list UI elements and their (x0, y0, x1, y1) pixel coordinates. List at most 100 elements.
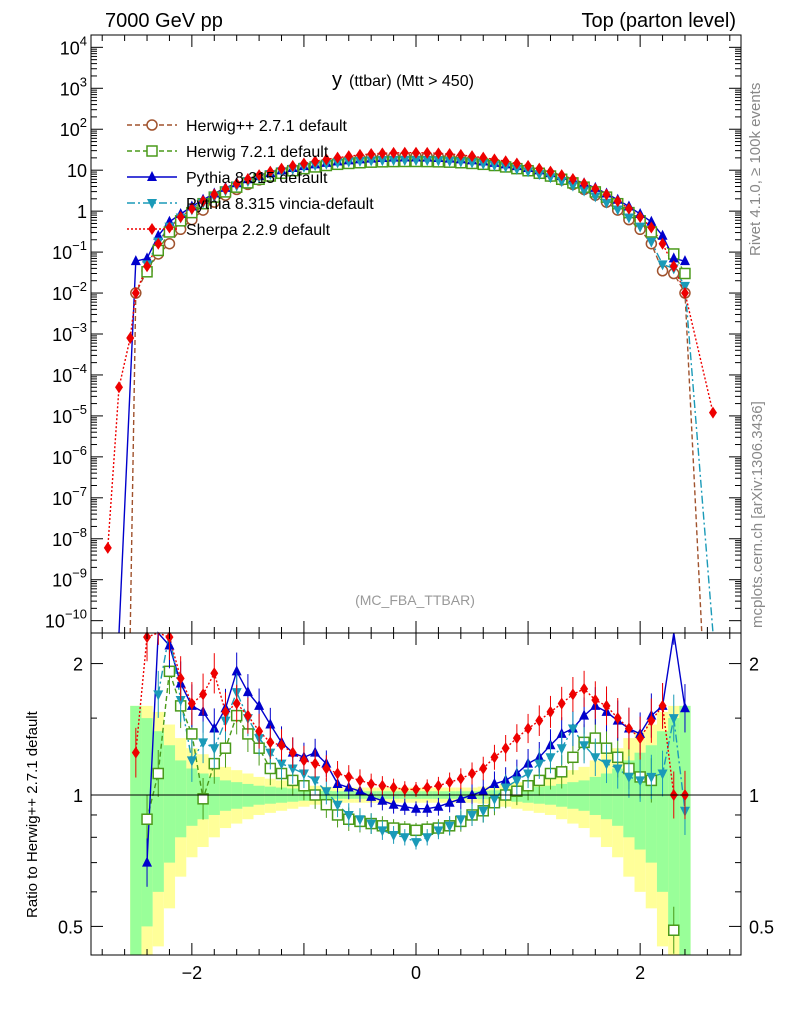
ratio-point-herwig7 (141, 813, 153, 825)
ratio-point-vincia (354, 815, 365, 826)
ratio-point-sherpa (322, 762, 331, 775)
ratio-point-sherpa (658, 699, 667, 712)
legend-marker-pythia (147, 171, 157, 181)
main-point-sherpa (199, 195, 208, 208)
ratio-point-vincia (343, 810, 354, 821)
main-point-sherpa (568, 172, 577, 185)
legend-marker-vincia (147, 199, 157, 209)
band-inner-bin (578, 780, 590, 811)
main-point-sherpa (154, 237, 163, 250)
ratio-point-vincia (388, 830, 399, 841)
ratio-point-pythia (366, 790, 377, 801)
ratio-point-sherpa (479, 762, 488, 775)
ratio-point-herwig7 (555, 766, 568, 778)
ratio-point-vincia (646, 772, 657, 783)
main-ytick-label: 10−7 (52, 484, 87, 509)
ratio-point-sherpa (311, 757, 320, 770)
main-point-sherpa (512, 157, 521, 170)
plot-title-sub: (ttbar) (Mtt > 450) (349, 73, 474, 90)
band-inner-bin (612, 768, 624, 826)
ratio-point-sherpa (389, 781, 398, 794)
main-point-sherpa (680, 287, 689, 300)
band-inner-bin (645, 745, 657, 863)
main-ytick-label: 10−2 (52, 279, 87, 304)
main-point-pythia (142, 252, 153, 263)
ratio-point-vincia (579, 741, 590, 752)
main-point-vincia (354, 156, 365, 167)
main-point-sherpa (400, 146, 409, 159)
main-point-vincia (511, 164, 522, 175)
ratio-point-herwig7 (186, 728, 198, 740)
ratio-point-sherpa (557, 697, 566, 710)
ratio-point-pythia (231, 665, 242, 676)
ratio-ytick-label: 2 (73, 655, 83, 675)
ratio-point-vincia (523, 769, 534, 780)
band-inner-bin (152, 731, 164, 892)
ratio-point-sherpa (468, 767, 477, 780)
header-left: 7000 GeV pp (105, 10, 223, 32)
main-ytick-label: 10−9 (52, 566, 87, 591)
ratio-point-sherpa (490, 751, 499, 764)
main-point-vincia (478, 159, 489, 170)
main-point-sherpa (115, 381, 124, 394)
main-point-sherpa (546, 165, 555, 178)
legend-marker-herwigpp (146, 119, 158, 131)
main-point-sherpa (288, 159, 297, 172)
ratio-point-sherpa (546, 705, 555, 718)
ratio-point-sherpa (277, 739, 286, 752)
ratio-ytick-label-right: 1 (749, 786, 759, 806)
main-point-vincia (579, 186, 590, 197)
mcplots-label: mcplots.cern.ch [arXiv:1306.3436] (749, 401, 766, 628)
ratio-point-pythia (377, 794, 388, 805)
ratio-point-vincia (411, 838, 421, 849)
main-point-vincia (411, 156, 421, 167)
main-point-sherpa (367, 147, 376, 160)
ratio-point-pythia (142, 856, 153, 867)
main-ytick-label: 10 (67, 161, 87, 181)
ratio-point-sherpa (636, 732, 645, 745)
ratio-point-vincia (545, 753, 556, 764)
ratio-point-vincia (623, 772, 634, 783)
main-point-sherpa (277, 162, 286, 175)
ratio-point-pythia (478, 785, 489, 796)
ratio-point-vincia (489, 794, 500, 805)
main-point-sherpa (602, 188, 611, 201)
legend-label-herwig7: Herwig 7.2.1 default (186, 144, 329, 161)
ratio-point-sherpa (176, 672, 185, 685)
ratio-point-sherpa (266, 736, 275, 749)
main-point-vincia (444, 156, 455, 167)
main-point-sherpa (580, 177, 589, 190)
ratio-point-sherpa (535, 714, 544, 727)
ratio-xtick-label: 2 (635, 963, 645, 983)
main-point-sherpa (647, 221, 656, 234)
ratio-point-sherpa (344, 770, 353, 783)
main-point-sherpa (658, 237, 667, 250)
main-ytick-label: 10−6 (52, 443, 87, 468)
main-point-sherpa (221, 182, 230, 195)
main-point-sherpa (412, 146, 420, 159)
ratio-point-sherpa (524, 722, 533, 735)
ratio-point-vincia (657, 769, 668, 780)
ratio-point-herwig7 (668, 924, 680, 936)
main-point-vincia (467, 158, 478, 169)
ratio-line-sherpa (135, 632, 685, 796)
ratio-point-vincia (153, 690, 164, 701)
band-inner-bin (130, 705, 142, 955)
band-inner-bin (589, 776, 601, 815)
plot-title-main: y (332, 69, 342, 91)
ratio-point-herwig7 (567, 751, 579, 764)
ratio-point-vincia (422, 833, 433, 844)
band-inner-bin (208, 776, 220, 815)
main-point-vincia (500, 162, 511, 173)
ratio-point-vincia (612, 764, 623, 775)
ratio-point-vincia (500, 783, 511, 794)
ratio-point-sherpa (512, 732, 521, 745)
main-ytick-label: 1 (77, 202, 87, 222)
ratio-point-sherpa (412, 783, 420, 796)
main-point-sherpa (445, 147, 454, 160)
main-point-sherpa (456, 148, 465, 161)
main-point-sherpa (468, 150, 477, 163)
ratio-point-pythia (433, 800, 444, 811)
ratio-point-pythia (444, 796, 455, 807)
